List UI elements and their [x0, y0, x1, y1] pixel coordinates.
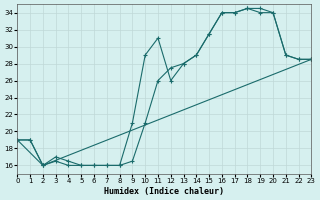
X-axis label: Humidex (Indice chaleur): Humidex (Indice chaleur) [104, 187, 224, 196]
